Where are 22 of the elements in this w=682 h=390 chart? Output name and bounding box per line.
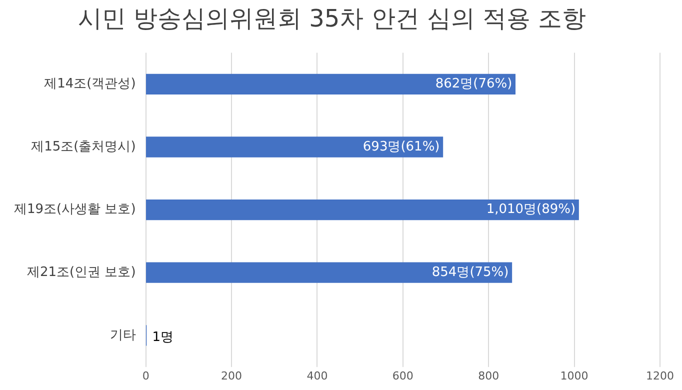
bar [146,262,512,283]
x-tick-label: 1000 [560,369,588,382]
x-tick-label: 800 [478,369,500,382]
y-tick-label: 제15조(출처명시) [31,139,136,154]
x-tick-label: 600 [392,369,414,382]
bar [146,74,516,95]
y-tick-label: 제21조(인권 보호) [26,264,136,280]
x-tick-label: 400 [306,369,328,382]
data-label: 1,010명(89%) [486,202,576,218]
data-label: 693명(61%) [362,139,440,154]
x-tick-label: 200 [221,369,242,382]
y-tick-label: 기타 [110,328,136,343]
data-label: 1명 [152,330,174,345]
x-tick-label: 1200 [646,369,674,382]
bar [146,136,444,158]
data-label: 862명(76%) [435,76,512,92]
y-tick-label: 제19조(사생활 보호) [14,202,136,218]
y-tick-label: 제14조(객관성) [44,76,136,92]
x-tick-label: 0 [142,369,150,382]
data-label: 854명(75%) [432,264,509,280]
bar [146,199,579,220]
chart-title: 시민 방송심의위원회 35차 안건 심의 적용 조항 [78,4,586,33]
